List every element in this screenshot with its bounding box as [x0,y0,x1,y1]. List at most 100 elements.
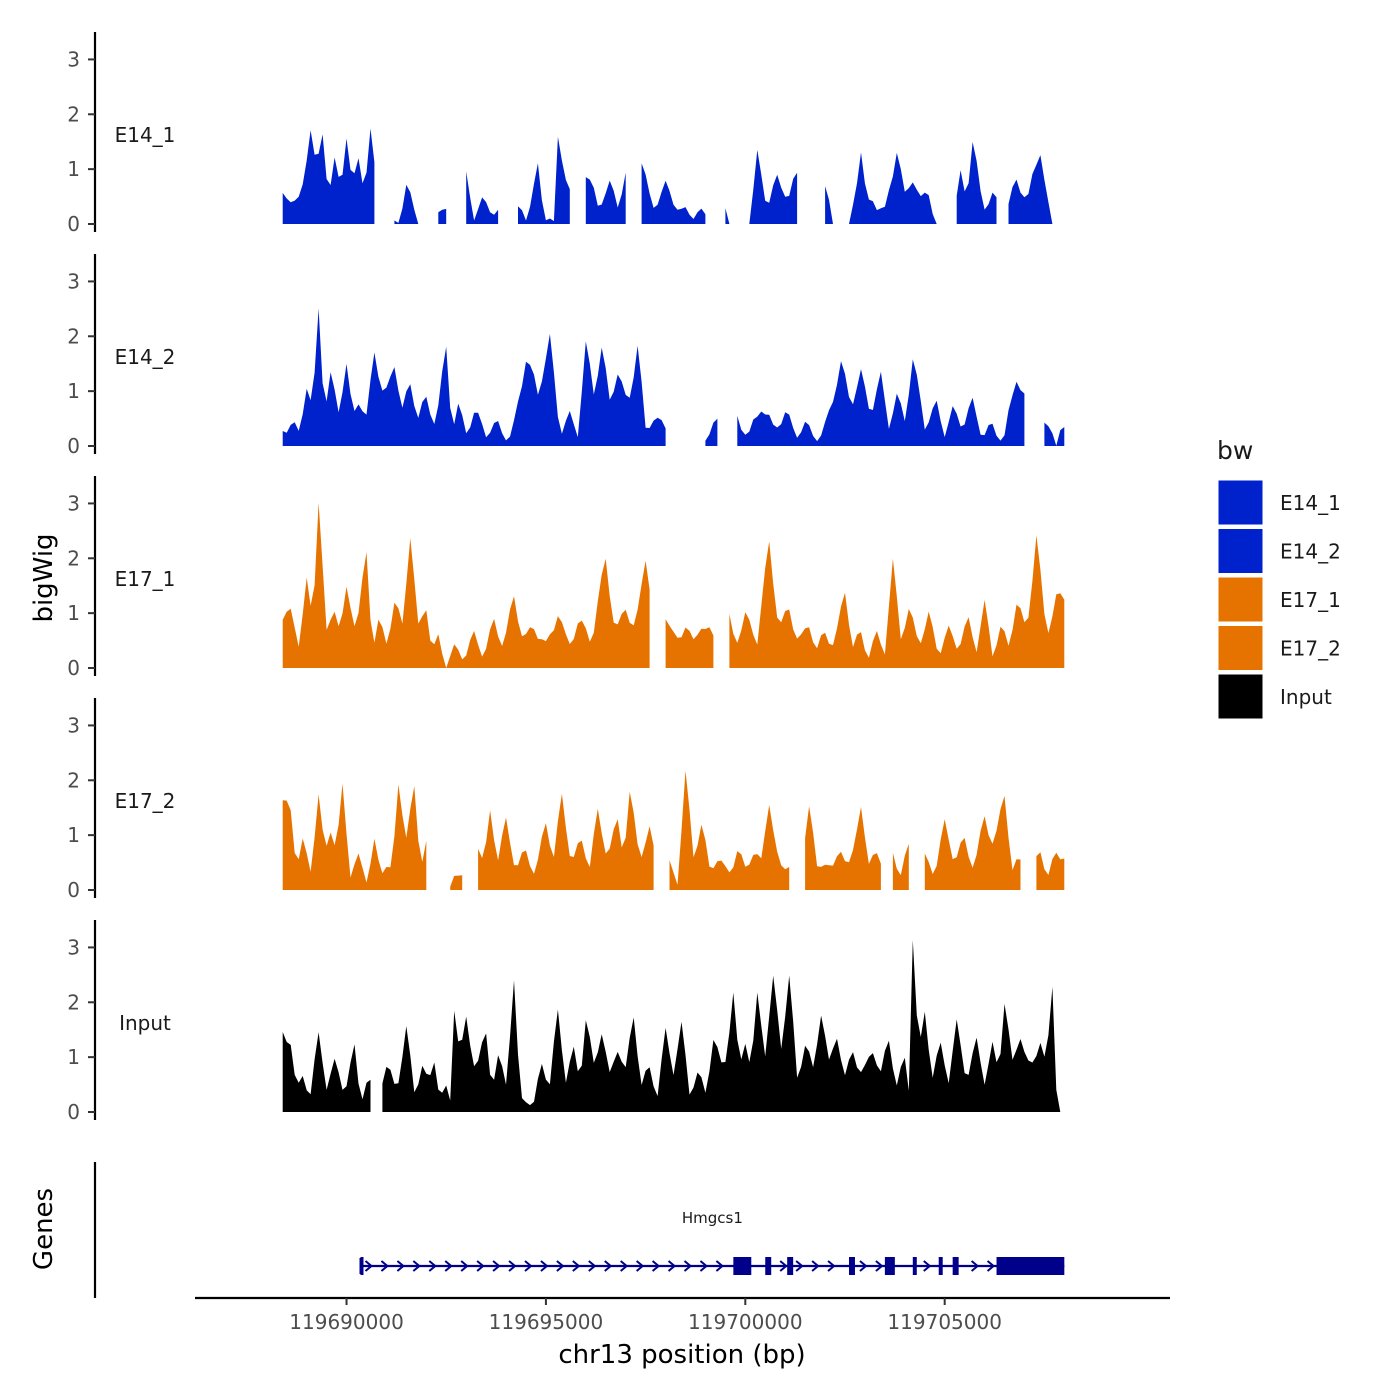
strand-arrow [460,1260,469,1272]
y-tick-label: 3 [67,47,80,71]
legend-label-e17-1: E17_1 [1280,588,1341,612]
legend-key-e14-1 [1217,479,1264,526]
coverage-area [956,142,997,224]
strand-arrow [795,1260,804,1272]
genes-axis-title: Genes [29,1188,59,1270]
legend-title: bw [1217,436,1253,465]
y-tick-label: 0 [67,212,80,236]
strand-arrow [476,1260,485,1272]
track-e14-1: 0 1 2 3 E14_1 [67,32,1065,236]
y-tick-label: 1 [67,1045,80,1069]
coverage-area [382,940,1065,1112]
legend-key-e17-1 [1217,576,1264,623]
track-label-e17-2: E17_2 [115,789,176,813]
strand-arrow [923,1260,932,1272]
strand-arrow [556,1260,565,1272]
coverage-area [669,770,790,890]
x-tick-label: 119695000 [489,1310,604,1334]
x-tick-label: 119705000 [887,1310,1002,1334]
track-e17-1: 0 1 2 3 E17_1 [67,476,1065,680]
y-tick-label: 3 [67,935,80,959]
strand-arrow [635,1260,645,1272]
coverage-area [705,418,718,446]
strand-arrow [715,1260,724,1272]
strand-arrow [986,1260,996,1272]
strand-arrow [667,1260,677,1272]
strand-arrow [651,1260,661,1272]
legend-label-e14-1: E14_1 [1280,491,1341,515]
legend-key-input [1217,673,1264,720]
y-tick-label: 1 [67,823,80,847]
legend-label-e14-2: E14_2 [1280,540,1341,564]
x-ticks: 119690000 119695000 119700000 119705000 [289,1298,1002,1334]
y-tick-label: 0 [67,878,80,902]
strand-arrow [683,1260,693,1272]
coverage-area [282,308,666,446]
coverage-area [805,806,881,890]
coverage-area [518,136,570,224]
y-tick-label: 2 [67,546,80,570]
gene-exon [360,1257,364,1275]
gene-exon [938,1257,943,1275]
track-e14-2: 0 1 2 3 E14_2 [67,254,1065,458]
strand-arrow [588,1260,597,1272]
strand-arrow [412,1260,421,1272]
legend-label-input: Input [1280,685,1332,709]
gene-exon [848,1257,855,1275]
strand-arrow [875,1260,884,1272]
coverage-area [585,172,626,224]
bigwig-axis-title: bigWig [29,533,59,622]
gene-track: Hmgcs1 [359,1209,1065,1275]
gene-panel: Genes Hmgcs1 [29,1162,1065,1298]
legend-label-e17-2: E17_2 [1280,637,1341,661]
coverage-area [1044,422,1065,446]
y-tick-label: 0 [67,434,80,458]
coverage-area [729,535,1065,668]
legend-key-e14-2 [1217,528,1264,574]
y-tick-label: 1 [67,379,80,403]
y-tick-label: 0 [67,656,80,680]
gene-exon [996,1257,1065,1275]
strand-arrow [396,1260,405,1272]
coverage-area [665,619,714,668]
track-label-e14-1: E14_1 [115,123,176,147]
coverage-area [641,163,706,224]
gene-exon [884,1257,895,1275]
y-tick-label: 2 [67,324,80,348]
coverage-area [438,208,447,224]
coverage-area [825,152,941,224]
strand-arrow [779,1260,788,1272]
legend-key-e17-2 [1217,625,1264,671]
coverage-area [282,128,375,224]
coverage-area [725,149,798,224]
strand-arrow [540,1260,549,1272]
y-tick-label: 1 [67,157,80,181]
track-label-e17-1: E17_1 [115,567,176,591]
coverage-area [737,359,1025,446]
coverage-area [450,875,463,890]
coverage-area [282,783,427,890]
coverage-area [282,1032,371,1112]
strand-arrow [492,1260,501,1272]
coverage-area [892,843,909,890]
y-tick-label: 3 [67,713,80,737]
strand-arrow [620,1260,629,1272]
strand-arrow [970,1260,980,1272]
legend: bw E14_1 E14_2 E17_1 E17_2 Input [1217,436,1341,720]
gene-exon [733,1257,752,1275]
x-tick-label: 119700000 [688,1310,803,1334]
x-axis-title: chr13 position (bp) [558,1340,805,1370]
y-tick-label: 2 [67,102,80,126]
y-tick-label: 0 [67,1100,80,1124]
coverage-area [1008,155,1065,224]
strand-arrow [827,1260,836,1272]
track-label-e14-2: E14_2 [115,345,176,369]
strand-arrow [859,1260,868,1272]
y-tick-label: 1 [67,601,80,625]
strand-arrow [524,1260,533,1272]
coverage-area [1036,852,1065,890]
strand-arrow [444,1260,453,1272]
gene-exon [952,1257,959,1275]
